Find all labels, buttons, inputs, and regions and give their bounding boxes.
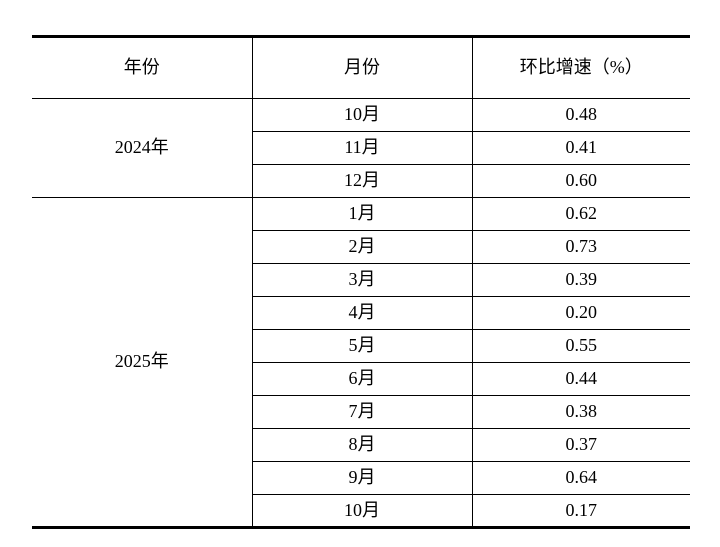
month-cell: 9月 (251, 461, 473, 495)
month-cell: 3月 (251, 263, 473, 297)
value-cell: 0.48 (471, 98, 690, 132)
month-cell: 2月 (251, 230, 473, 264)
table-row: 2025年 1月 0.62 (32, 197, 690, 528)
month-cell: 7月 (251, 395, 473, 429)
value-cell: 0.39 (471, 263, 690, 297)
value-cell: 0.38 (471, 395, 690, 429)
value-cell: 0.64 (471, 461, 690, 495)
month-cell: 8月 (251, 428, 473, 462)
year-cell-2025: 2025年 (32, 197, 253, 528)
table-row: 7月 0.38 (32, 395, 690, 429)
table-row: 9月 0.64 (32, 461, 690, 495)
value-cell: 0.55 (471, 329, 690, 363)
header-growth: 环比增速（%） (471, 36, 690, 99)
value-cell: 0.37 (471, 428, 690, 462)
table-row: 11月 0.41 (32, 131, 690, 165)
table-header-row: 年份 月份 环比增速（%） (32, 36, 690, 99)
month-cell: 1月 (251, 197, 473, 231)
month-cell: 10月 (251, 494, 473, 528)
value-cell: 0.73 (471, 230, 690, 264)
table-row: 4月 0.20 (32, 296, 690, 330)
value-cell: 0.60 (471, 164, 690, 198)
value-cell: 0.62 (471, 197, 690, 231)
table-row: 6月 0.44 (32, 362, 690, 396)
table-row: 8月 0.37 (32, 428, 690, 462)
table-row: 2024年 10月 0.48 (32, 98, 690, 198)
table-row: 3月 0.39 (32, 263, 690, 297)
year-cell-2024: 2024年 (32, 98, 253, 198)
month-cell: 11月 (251, 131, 473, 165)
header-month: 月份 (251, 36, 473, 99)
table-row: 2月 0.73 (32, 230, 690, 264)
month-cell: 5月 (251, 329, 473, 363)
value-cell: 0.20 (471, 296, 690, 330)
value-cell: 0.17 (471, 494, 690, 528)
header-year: 年份 (32, 36, 253, 99)
month-cell: 4月 (251, 296, 473, 330)
month-cell: 10月 (251, 98, 473, 132)
mom-growth-table: 年份 月份 环比增速（%） 2024年 10月 0.48 11月 0.41 12… (32, 35, 690, 529)
value-cell: 0.41 (471, 131, 690, 165)
month-cell: 6月 (251, 362, 473, 396)
table-row: 10月 0.17 (32, 494, 690, 528)
month-cell: 12月 (251, 164, 473, 198)
value-cell: 0.44 (471, 362, 690, 396)
